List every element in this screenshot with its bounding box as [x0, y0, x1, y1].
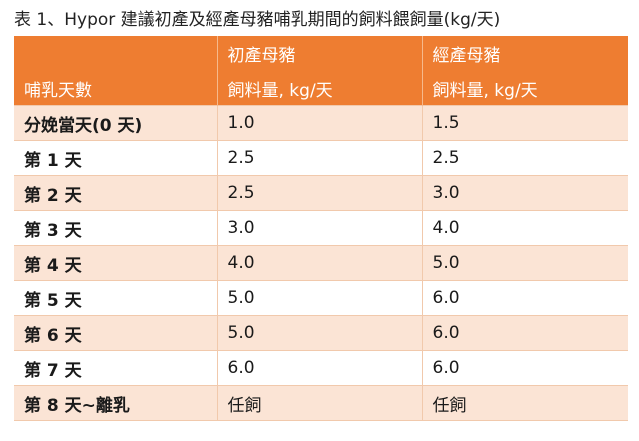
row-multiparous-value: 6.0	[421, 315, 628, 351]
row-primiparous-value: 5.0	[216, 280, 422, 316]
feeding-table: 初產母豬 經產母豬 哺乳天數 飼料量, kg/天 飼料量, kg/天 分娩當天(…	[14, 36, 628, 421]
row-multiparous-value: 5.0	[421, 245, 628, 281]
row-day-label: 分娩當天(0 天)	[14, 105, 217, 141]
header-lactation-days: 哺乳天數	[14, 71, 217, 106]
table-row: 分娩當天(0 天) 1.0 1.5	[14, 105, 628, 141]
table-row: 第 2 天 2.5 3.0	[14, 175, 628, 211]
table-row: 第 6 天 5.0 6.0	[14, 315, 628, 351]
row-multiparous-value: 3.0	[421, 175, 628, 211]
row-primiparous-value: 6.0	[216, 350, 422, 386]
header-primiparous-sow: 初產母豬	[216, 36, 422, 71]
row-multiparous-value: 6.0	[421, 350, 628, 386]
row-primiparous-value: 4.0	[216, 245, 422, 281]
row-primiparous-value: 任飼	[216, 385, 422, 421]
table-row: 第 1 天 2.5 2.5	[14, 140, 628, 176]
row-primiparous-value: 1.0	[216, 105, 422, 141]
header-row-1: 初產母豬 經產母豬	[14, 36, 628, 71]
row-multiparous-value: 2.5	[421, 140, 628, 176]
row-primiparous-value: 5.0	[216, 315, 422, 351]
row-day-label: 第 6 天	[14, 315, 217, 351]
table-header: 初產母豬 經產母豬 哺乳天數 飼料量, kg/天 飼料量, kg/天	[14, 36, 628, 106]
table-row: 第 7 天 6.0 6.0	[14, 350, 628, 386]
table-row: 第 4 天 4.0 5.0	[14, 245, 628, 281]
row-multiparous-value: 任飼	[421, 385, 628, 421]
row-day-label: 第 5 天	[14, 280, 217, 316]
header-feed-amount-primiparous: 飼料量, kg/天	[216, 71, 422, 106]
row-primiparous-value: 2.5	[216, 140, 422, 176]
table-body: 分娩當天(0 天) 1.0 1.5 第 1 天 2.5 2.5 第 2 天 2.…	[14, 105, 628, 421]
row-day-label: 第 1 天	[14, 140, 217, 176]
row-multiparous-value: 4.0	[421, 210, 628, 246]
header-cell-empty	[14, 36, 217, 71]
row-day-label: 第 2 天	[14, 175, 217, 211]
header-multiparous-sow: 經產母豬	[421, 36, 628, 71]
table-row: 第 8 天~離乳 任飼 任飼	[14, 385, 628, 421]
header-feed-amount-multiparous: 飼料量, kg/天	[421, 71, 628, 106]
table-caption: 表 1、Hypor 建議初產及經產母豬哺乳期間的飼料餵飼量(kg/天)	[14, 10, 501, 30]
row-day-label: 第 3 天	[14, 210, 217, 246]
row-day-label: 第 7 天	[14, 350, 217, 386]
header-row-2: 哺乳天數 飼料量, kg/天 飼料量, kg/天	[14, 71, 628, 106]
row-primiparous-value: 2.5	[216, 175, 422, 211]
row-day-label: 第 4 天	[14, 245, 217, 281]
row-day-label: 第 8 天~離乳	[14, 385, 217, 421]
row-multiparous-value: 6.0	[421, 280, 628, 316]
row-primiparous-value: 3.0	[216, 210, 422, 246]
table-row: 第 5 天 5.0 6.0	[14, 280, 628, 316]
table-row: 第 3 天 3.0 4.0	[14, 210, 628, 246]
row-multiparous-value: 1.5	[421, 105, 628, 141]
